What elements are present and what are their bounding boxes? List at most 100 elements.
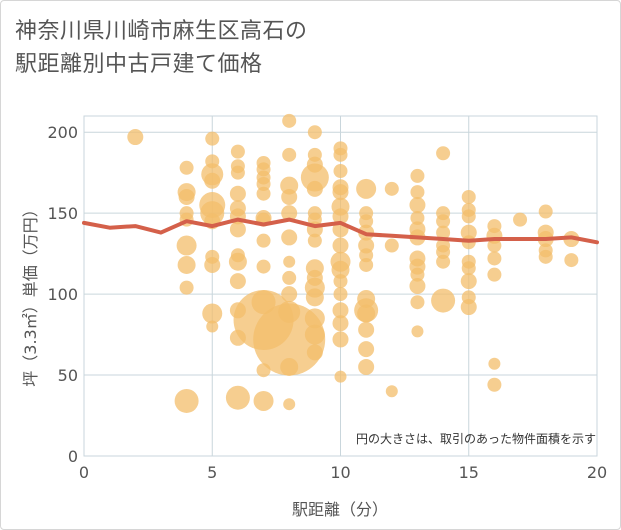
data-point [281,286,298,303]
data-point [357,289,376,308]
data-point [256,363,271,378]
x-tick-label: 15 [459,463,479,482]
data-point [538,204,553,219]
data-point [333,164,348,179]
data-point [334,370,347,383]
data-point [359,248,374,263]
data-point [174,388,199,413]
y-tick-label: 100 [47,285,78,304]
data-point [331,260,350,279]
data-point [436,225,451,240]
data-point [461,261,476,276]
data-point [256,259,271,274]
x-tick-label: 0 [79,463,89,482]
bubble-layer [127,113,580,413]
data-point [461,290,476,305]
data-point [358,321,375,338]
data-point [358,341,375,358]
data-point [487,251,502,266]
data-point [384,238,399,253]
data-point [564,253,579,268]
data-point [385,385,398,398]
data-point [206,320,219,333]
data-point [359,214,374,229]
data-point [179,160,194,175]
data-point [230,144,245,159]
data-point [177,255,196,274]
data-point [359,257,374,272]
data-point [283,398,296,411]
data-point [333,147,348,162]
data-point [278,300,301,323]
data-point [300,163,329,192]
data-point [282,113,297,128]
data-point [487,238,502,253]
average-price-line [82,217,599,245]
x-tick-label: 20 [587,463,607,482]
data-point [229,329,246,346]
data-point [229,273,246,290]
data-point [513,212,528,227]
data-point [233,290,294,350]
data-point [538,249,553,264]
data-point [230,165,245,180]
data-point [410,267,425,282]
chart-title: 神奈川県川崎市麻生区高石の 駅距離別中古戸建て価格 [15,19,308,77]
data-point [251,290,276,315]
data-point [460,273,477,290]
data-point [178,188,195,205]
data-point [332,184,349,201]
data-point [436,146,451,161]
data-point [256,233,271,248]
data-point [205,249,220,264]
data-point [307,212,322,227]
data-point [487,377,502,392]
x-tick-label: 5 [207,463,217,482]
data-point [256,177,271,191]
data-point [461,189,476,204]
data-point [202,303,223,324]
size-note: 円の大きさは、取引のあった物件面積を示す [356,431,596,446]
data-point [436,254,451,269]
data-point [487,219,502,234]
data-point [332,208,349,225]
data-point [436,214,451,229]
data-point [306,344,323,361]
data-point [179,280,194,295]
data-point [280,357,299,376]
data-point [487,267,502,282]
x-tick-label: 10 [330,463,350,482]
data-point [225,385,250,410]
data-point [431,288,456,313]
data-point [256,186,271,201]
data-point [307,233,322,248]
data-point [205,131,220,146]
y-tick-label: 150 [47,204,78,223]
data-point [488,357,501,370]
data-point [304,324,325,345]
y-axis-title: 坪（3.3㎡）単価（万円） [21,201,40,386]
data-point [384,181,399,196]
data-point [409,278,426,294]
data-point [436,245,451,259]
y-tick-label: 200 [47,123,78,142]
data-point [204,172,221,189]
data-point [410,211,425,225]
data-point [306,180,323,197]
data-point [307,147,322,162]
data-point [229,302,246,319]
data-point [332,331,349,348]
data-point [280,176,299,195]
data-point [229,221,246,238]
data-point [410,185,425,200]
line-layer [82,217,599,245]
data-point [304,308,325,329]
data-point [281,229,298,246]
data-point [411,325,424,338]
data-point [358,358,375,375]
data-point [176,235,197,256]
y-tick-label: 50 [58,366,78,385]
data-point [409,197,426,214]
